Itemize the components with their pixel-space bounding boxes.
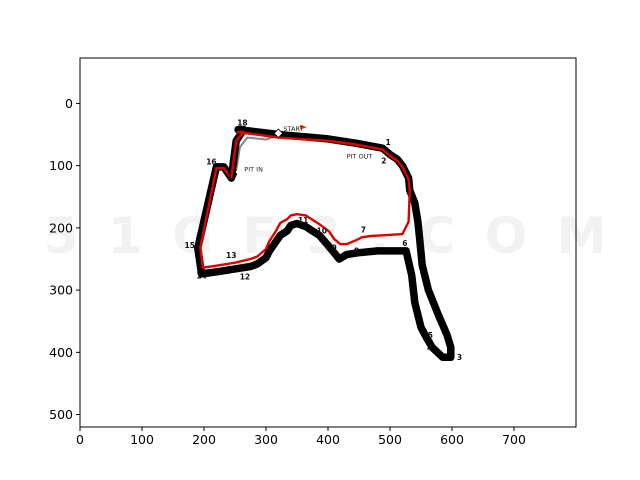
y-tick-label-300: 300 bbox=[49, 283, 73, 298]
annotation-start: START bbox=[283, 125, 303, 133]
start-arrow-icon bbox=[300, 124, 308, 130]
corner-label-12: 12 bbox=[240, 273, 250, 282]
corner-label-14: 14 bbox=[196, 271, 206, 280]
corner-label-9: 9 bbox=[332, 243, 337, 252]
y-tick-label-100: 100 bbox=[49, 158, 73, 173]
corner-label-5: 5 bbox=[428, 331, 433, 340]
annotation-pit-in: PIT IN bbox=[244, 165, 263, 173]
corner-label-8: 8 bbox=[354, 247, 359, 256]
start-finish-marker bbox=[273, 128, 284, 139]
x-tick-label-200: 200 bbox=[192, 432, 216, 447]
x-tick-label-100: 100 bbox=[130, 432, 154, 447]
racing-line bbox=[199, 130, 411, 269]
corner-label-4: 4 bbox=[427, 344, 432, 353]
y-tick-label-0: 0 bbox=[65, 96, 73, 111]
corner-label-15: 15 bbox=[185, 241, 195, 250]
y-tick-label-400: 400 bbox=[49, 345, 73, 360]
x-tick-label-700: 700 bbox=[502, 432, 526, 447]
corner-label-18: 18 bbox=[237, 118, 247, 127]
x-tick-label-400: 400 bbox=[316, 432, 340, 447]
x-tick-label-0: 0 bbox=[76, 432, 84, 447]
x-tick-label-600: 600 bbox=[440, 432, 464, 447]
watermark-text: 5 1 G F 3 . C O M bbox=[44, 207, 613, 265]
corner-label-1: 1 bbox=[386, 138, 391, 147]
y-tick-label-500: 500 bbox=[49, 407, 73, 422]
corner-label-2: 2 bbox=[381, 156, 386, 165]
corner-label-3: 3 bbox=[457, 353, 462, 362]
x-tick-label-500: 500 bbox=[378, 432, 402, 447]
corner-label-6: 6 bbox=[402, 239, 407, 248]
corner-label-11: 11 bbox=[298, 216, 308, 225]
axes: 0 100 200 300 400 500 600 700 0 100 200 300 400 500 bbox=[49, 96, 526, 447]
x-tick-label-300: 300 bbox=[254, 432, 278, 447]
corner-label-13: 13 bbox=[226, 251, 236, 260]
annotation-pit-out: PIT OUT bbox=[347, 152, 373, 160]
corner-label-16: 16 bbox=[206, 158, 216, 167]
corner-label-10: 10 bbox=[317, 227, 327, 236]
plot-layer: 5 1 G F 3 . C O M12345678910111213141516… bbox=[44, 118, 613, 362]
corner-label-7: 7 bbox=[361, 225, 366, 234]
y-tick-label-200: 200 bbox=[49, 220, 73, 235]
corner-label-17: 17 bbox=[227, 172, 237, 181]
